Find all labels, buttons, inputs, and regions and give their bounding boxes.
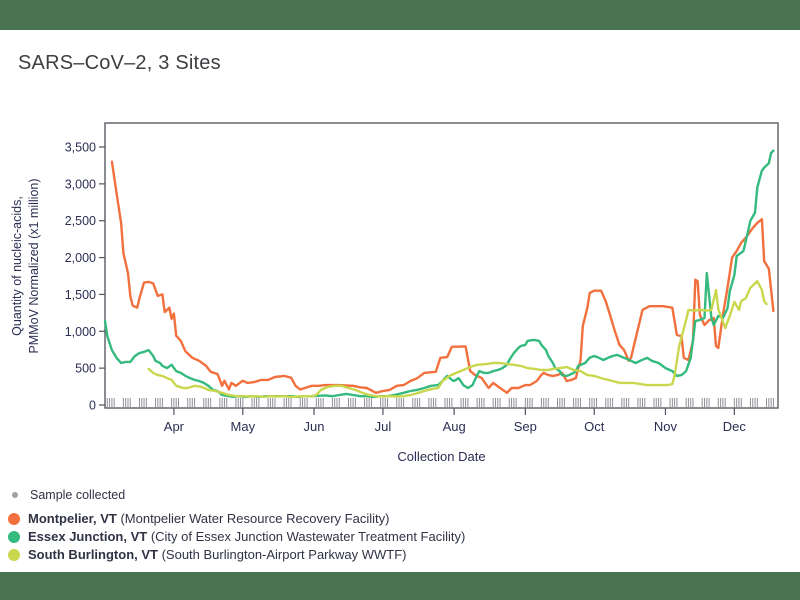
legend-site-detail: (City of Essex Junction Wastewater Treat… xyxy=(147,529,466,544)
montpelier-dot-icon xyxy=(8,512,20,525)
legend-site-south-burlington: South Burlington, VT (South Burlington-A… xyxy=(8,547,465,562)
series-line-montpelier-vt xyxy=(110,160,775,394)
chart-canvas: 0 500 1,000 1,500 2,000 2,500 3,000 3,500 Apr May… xyxy=(65,122,779,434)
legend-site-montpelier: Montpelier, VT (Montpelier Water Resourc… xyxy=(8,511,465,526)
x-tick-label: May xyxy=(231,419,256,434)
plot-border xyxy=(104,122,779,409)
page-title: SARS–CoV–2, 3 Sites xyxy=(18,52,221,74)
x-tick-label: Dec xyxy=(723,419,747,434)
essex-junction-dot-icon xyxy=(8,530,20,543)
series-line-essex-junction-vt xyxy=(103,149,775,399)
x-tick-label: Nov xyxy=(654,419,678,434)
x-tick-label: Sep xyxy=(514,419,537,434)
wastewater-line-chart: Quantity of nucleic-acids, PMMoV Normali… xyxy=(0,113,800,473)
y-tick-label: 1,500 xyxy=(65,288,96,302)
y-tick-label: 3,000 xyxy=(65,177,96,191)
legend-sample-row: Sample collected xyxy=(8,488,465,502)
legend-site-name: Essex Junction, VT xyxy=(28,529,148,544)
legend-site-name: Montpelier, VT xyxy=(28,511,117,526)
y-tick-label: 1,000 xyxy=(65,325,96,339)
x-tick-label: Aug xyxy=(443,419,466,434)
y-tick-label: 0 xyxy=(89,399,96,413)
x-tick-label: Oct xyxy=(584,419,605,434)
y-tick-label: 2,500 xyxy=(65,214,96,228)
report-body: SARS–CoV–2, 3 Sites Quantity of nucleic-… xyxy=(0,30,800,572)
legend-site-essex-junction: Essex Junction, VT (City of Essex Juncti… xyxy=(8,529,465,544)
legend-site-name: South Burlington, VT xyxy=(28,547,158,562)
y-tick-label: 3,500 xyxy=(65,141,96,155)
y-tick-label: 500 xyxy=(75,362,96,376)
y-tick-label: 2,000 xyxy=(65,251,96,265)
legend-site-detail: (Montpelier Water Resource Recovery Faci… xyxy=(116,511,390,526)
x-tick-label: Apr xyxy=(164,419,185,434)
sample-collected-dot-icon xyxy=(12,492,18,498)
top-banner xyxy=(0,0,800,30)
legend-sample-label: Sample collected xyxy=(30,488,126,502)
x-tick-label: Jun xyxy=(304,419,325,434)
x-axis-title: Collection Date xyxy=(397,449,486,464)
south-burlington-dot-icon xyxy=(8,548,20,561)
series-line-south-burlington-vt xyxy=(147,279,768,399)
bottom-banner xyxy=(0,572,800,600)
legend: Sample collected Montpelier, VT (Montpel… xyxy=(8,488,465,565)
legend-site-detail: (South Burlington-Airport Parkway WWTF) xyxy=(157,547,407,562)
x-tick-label: Jul xyxy=(375,419,392,434)
